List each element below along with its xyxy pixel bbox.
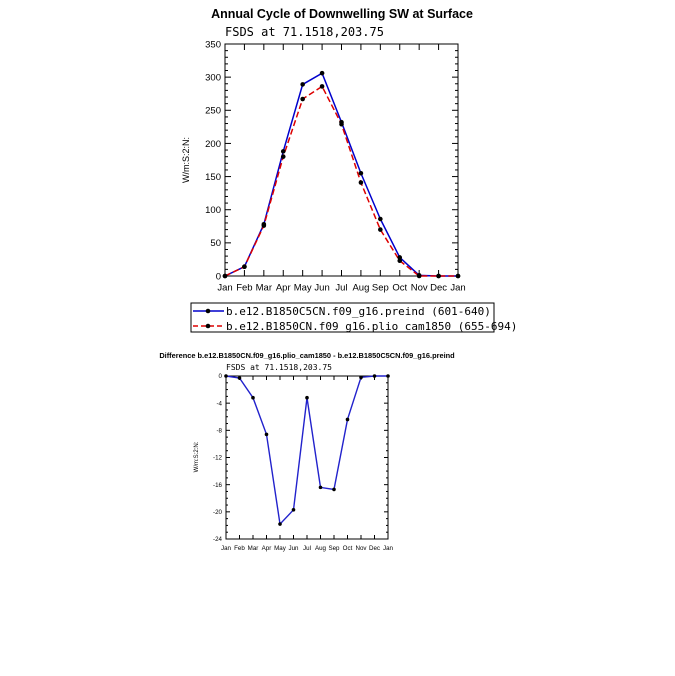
y-tick-label: 100	[205, 205, 221, 216]
chart2-y-axis-label: W/m:S:2:N:	[194, 441, 200, 472]
x-tick-label: Sep	[328, 545, 340, 552]
chart1-x-ticks: Jan Feb Mar Apr May Jun Jul Aug Sep Oct Nov Dec Jan	[217, 44, 466, 294]
series-1-point	[237, 376, 242, 380]
y-tick-label: 200	[205, 139, 221, 150]
legend-box	[190, 302, 495, 333]
series-2-point	[280, 154, 286, 159]
x-tick-label: Jul	[335, 283, 347, 294]
x-tick-label: Dec	[369, 545, 380, 552]
x-tick-label: May	[274, 545, 287, 552]
y-tick-label: -20	[213, 509, 223, 516]
y-tick-label: 0	[216, 271, 221, 282]
chart2-title: Difference b.e12.B1850CN.f09_g16.plio_ca…	[159, 351, 455, 360]
series-line-2	[224, 85, 458, 277]
chart1-y-ticks: 0 50 100 150 200 250 300 350	[205, 39, 458, 282]
chart1-y-axis-label: W/m:S:2:N:	[181, 137, 191, 183]
series-2-point	[416, 273, 422, 279]
series-1-point	[318, 485, 323, 490]
chart1-legend: b.e12.B1850C5CN.f09_g16.preind (601-640)…	[190, 302, 517, 333]
chart1-series-points	[222, 70, 461, 279]
x-tick-label: Nov	[411, 283, 428, 294]
x-tick-label: Jul	[303, 545, 311, 552]
x-tick-label: Jan	[221, 545, 232, 552]
series-2-point	[455, 273, 461, 279]
y-tick-label: 300	[205, 72, 221, 83]
x-tick-label: May	[294, 283, 312, 294]
x-tick-label: Mar	[256, 283, 272, 294]
x-tick-label: Jun	[314, 283, 329, 294]
series-1-point	[319, 70, 325, 76]
legend-label-series2: b.e12.B1850CN.f09_g16.plio_cam1850 (655-…	[226, 320, 517, 333]
series-2-point	[222, 273, 228, 279]
series-1-point	[345, 417, 350, 422]
series-1-point	[291, 507, 296, 512]
x-tick-label: Aug	[352, 283, 369, 294]
series-2-point	[242, 264, 247, 270]
chart1-series-lines	[224, 72, 458, 277]
x-tick-label: Oct	[392, 283, 407, 294]
series-1-point	[372, 374, 377, 378]
y-tick-label: 250	[205, 106, 221, 117]
chart-difference: Difference b.e12.B1850CN.f09_g16.plio_ca…	[159, 351, 455, 552]
series-1-point	[359, 375, 363, 380]
series-1-point	[358, 170, 364, 176]
series-2-point	[300, 96, 305, 102]
series-1-point	[386, 374, 390, 378]
series-2-point	[358, 180, 364, 185]
x-tick-label: Jan	[217, 283, 232, 294]
series-1-point	[300, 82, 305, 87]
x-tick-label: Mar	[248, 545, 259, 552]
y-tick-label: 50	[210, 238, 221, 249]
chart2-subtitle: FSDS at 71.1518,203.75	[226, 363, 332, 372]
x-tick-label: Dec	[430, 283, 447, 294]
series-2-point	[397, 258, 403, 264]
legend-marker-series1	[205, 308, 211, 314]
y-tick-label: 0	[219, 373, 223, 380]
y-tick-label: -12	[213, 455, 223, 462]
series-1-point	[305, 395, 309, 400]
series-1-point	[264, 432, 269, 437]
legend-label-series1: b.e12.B1850C5CN.f09_g16.preind (601-640)	[226, 305, 491, 318]
y-tick-label: 350	[205, 39, 221, 50]
x-tick-label: Jan	[383, 545, 394, 552]
x-tick-label: Apr	[276, 283, 291, 294]
chart1-subtitle: FSDS at 71.1518,203.75	[225, 25, 384, 39]
x-tick-label: Nov	[355, 545, 367, 552]
x-tick-label: Feb	[236, 283, 252, 294]
series-2-point	[319, 84, 325, 89]
series-2-point	[378, 227, 383, 232]
series-1-point	[278, 522, 282, 526]
series-1-point	[332, 487, 336, 492]
x-tick-label: Apr	[262, 545, 272, 552]
chart1-plot-frame	[224, 43, 459, 277]
x-tick-label: Feb	[234, 545, 245, 552]
chart2-series-points	[224, 374, 390, 526]
y-tick-label: -16	[213, 482, 223, 489]
series-1-point	[280, 149, 286, 154]
y-tick-label: -8	[216, 428, 222, 435]
series-2-point	[339, 121, 344, 127]
x-tick-label: Aug	[315, 545, 327, 552]
series-1-point	[397, 255, 403, 260]
chart2-y-ticks: 0 -4 -8 -12 -16 -20 -24	[213, 373, 388, 543]
y-tick-label: 150	[205, 172, 221, 183]
x-tick-label: Jun	[289, 545, 300, 552]
y-tick-label: -24	[213, 536, 223, 543]
x-tick-label: Jan	[450, 283, 465, 294]
series-1-point	[224, 374, 228, 378]
series-2-point	[436, 273, 441, 279]
series-line-1	[224, 72, 458, 277]
y-tick-label: -4	[216, 400, 222, 407]
chart1-title: Annual Cycle of Downwelling SW at Surfac…	[211, 7, 473, 21]
series-1-point	[251, 395, 255, 400]
x-tick-label: Oct	[343, 545, 353, 552]
chart-annual-cycle: Annual Cycle of Downwelling SW at Surfac…	[181, 7, 473, 294]
series-1-point	[378, 216, 383, 222]
x-tick-label: Sep	[372, 283, 389, 294]
series-2-point	[261, 223, 267, 228]
legend-marker-series2	[205, 323, 211, 329]
